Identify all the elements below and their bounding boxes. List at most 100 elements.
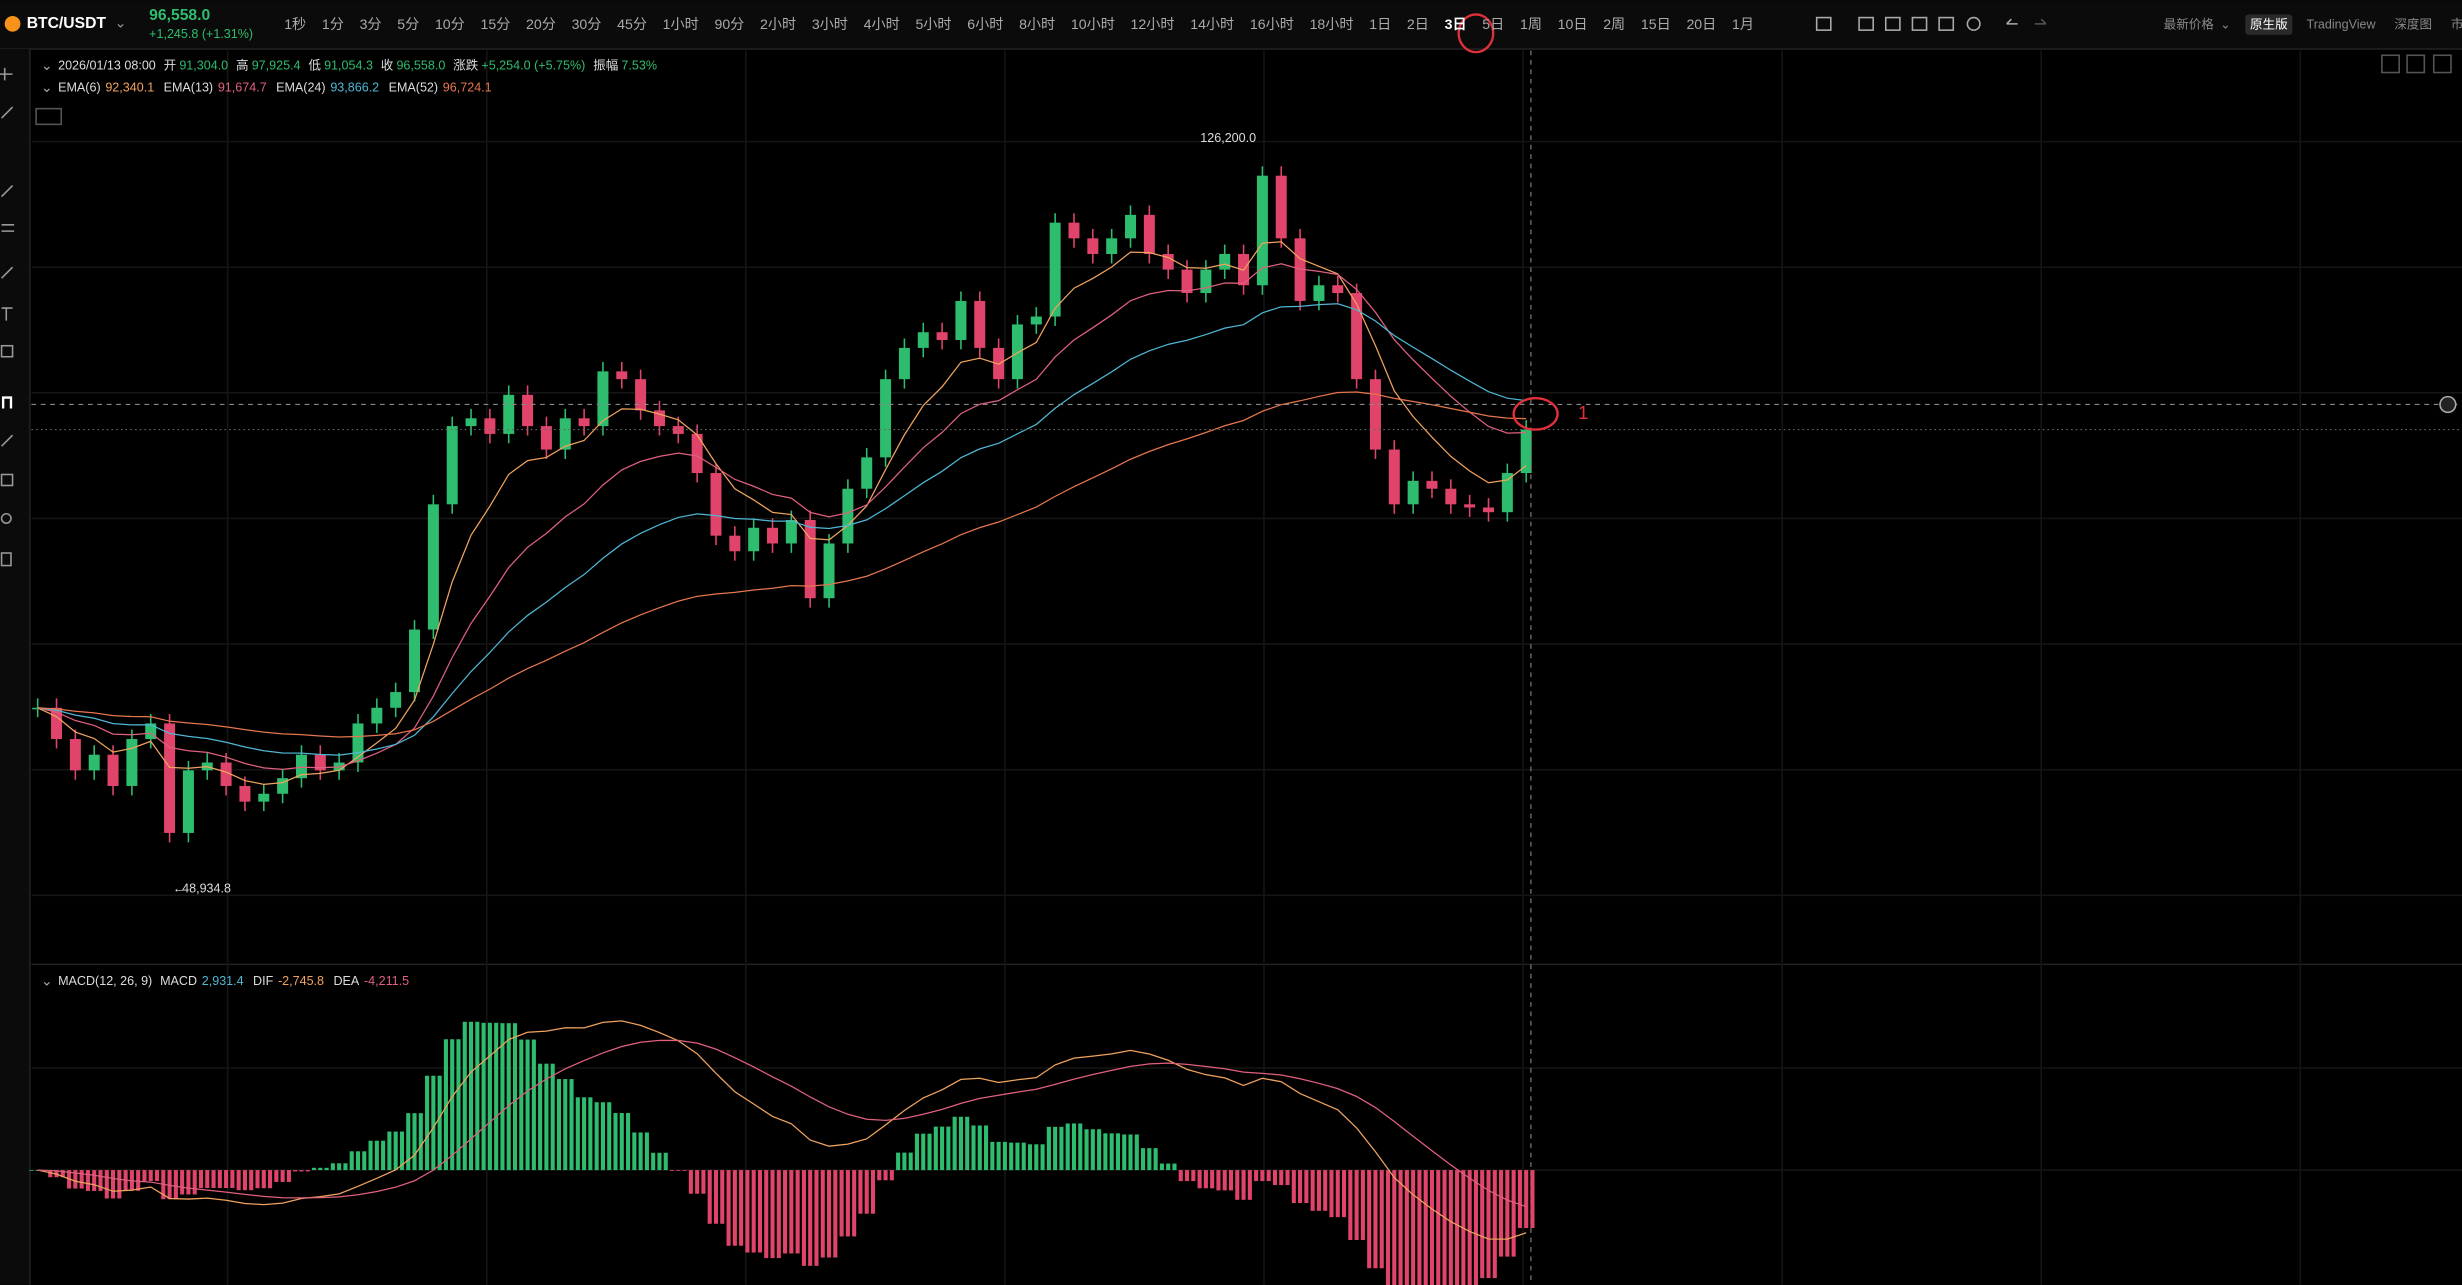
timeframe-tab[interactable]: 3日 bbox=[1445, 16, 1467, 32]
macd-bar bbox=[167, 1170, 172, 1200]
view-tab[interactable]: 原生版 bbox=[2250, 18, 2288, 32]
macd-bar bbox=[286, 1170, 291, 1182]
timeframe-tab[interactable]: 6小时 bbox=[967, 16, 1003, 32]
timeframe-tab[interactable]: 5分 bbox=[397, 16, 419, 32]
settings-icon[interactable] bbox=[1966, 16, 1981, 31]
timeframe-tab[interactable]: 20日 bbox=[1686, 16, 1716, 32]
macd-bar bbox=[626, 1113, 631, 1171]
toolbar-icons[interactable] bbox=[35, 16, 2452, 126]
left-toolbar bbox=[0, 48, 30, 1285]
timeframe-tab[interactable]: 1分 bbox=[322, 16, 344, 32]
tool[interactable] bbox=[0, 552, 12, 567]
tool[interactable] bbox=[1, 434, 14, 447]
tool[interactable] bbox=[0, 473, 14, 487]
icon[interactable] bbox=[2381, 54, 2400, 74]
macd-bar bbox=[186, 1170, 191, 1195]
tool[interactable] bbox=[1, 396, 13, 409]
timeframe-tab[interactable]: 2小时 bbox=[760, 16, 796, 32]
macd-bar bbox=[695, 1170, 700, 1194]
macd-bar bbox=[751, 1170, 756, 1253]
macd-bar bbox=[789, 1170, 794, 1254]
timeframe-tab[interactable]: 1秒 bbox=[284, 16, 306, 32]
timeframe-tab[interactable]: 16小时 bbox=[1250, 16, 1294, 32]
timeframe-tab[interactable]: 15分 bbox=[480, 16, 510, 32]
macd-bar bbox=[550, 1063, 555, 1171]
tool[interactable] bbox=[1, 224, 15, 232]
macd-bar bbox=[443, 1039, 448, 1171]
icon[interactable] bbox=[1858, 16, 1874, 31]
timeframe-tab[interactable]: 3小时 bbox=[812, 16, 848, 32]
macd-bar bbox=[1517, 1170, 1522, 1229]
timeframe-tab[interactable]: 18小时 bbox=[1310, 16, 1354, 32]
tool[interactable] bbox=[0, 67, 13, 81]
timeframe-tab[interactable]: 15日 bbox=[1641, 16, 1671, 32]
view-tab[interactable]: 深度图 bbox=[2394, 17, 2432, 32]
timeframe-tab[interactable]: 14小时 bbox=[1190, 16, 1234, 32]
macd-bar bbox=[1115, 1133, 1120, 1171]
macd-bar bbox=[469, 1021, 474, 1171]
timeframe-tab[interactable]: 10小时 bbox=[1071, 16, 1115, 32]
timeframe-tab[interactable]: 20分 bbox=[526, 16, 556, 32]
macd-bar bbox=[858, 1170, 863, 1214]
undo-icon[interactable] bbox=[2006, 18, 2018, 25]
timeframe-tab[interactable]: 12小时 bbox=[1131, 16, 1175, 32]
macd-bar bbox=[381, 1140, 386, 1171]
timeframe-tab[interactable]: 4小时 bbox=[864, 16, 900, 32]
macd-bar bbox=[60, 1170, 65, 1178]
view-tab[interactable]: 市值 bbox=[2451, 17, 2462, 32]
macd-bar bbox=[1342, 1170, 1347, 1218]
timeframe-tab[interactable]: 10日 bbox=[1558, 16, 1588, 32]
macd-bar bbox=[180, 1170, 185, 1195]
timeframe-tab[interactable]: 30分 bbox=[572, 16, 602, 32]
icon[interactable] bbox=[1911, 16, 1928, 31]
macd-bar bbox=[864, 1170, 869, 1214]
chevron: ⌄ bbox=[41, 972, 53, 988]
tool[interactable] bbox=[0, 344, 14, 358]
dropdown[interactable]: ⌄ bbox=[2220, 18, 2231, 32]
candle-body bbox=[1445, 488, 1457, 505]
timeframe-tab[interactable]: 5日 bbox=[1482, 16, 1504, 32]
icon[interactable] bbox=[2406, 54, 2426, 74]
timeframe-tab[interactable]: 2日 bbox=[1407, 16, 1429, 32]
tool[interactable] bbox=[1, 307, 13, 321]
drawing-tools[interactable] bbox=[0, 67, 15, 567]
macd-bar bbox=[1429, 1170, 1435, 1285]
tool[interactable] bbox=[1, 185, 14, 198]
tool[interactable] bbox=[1, 266, 14, 279]
icon[interactable] bbox=[1815, 16, 1832, 31]
timeframe-tab[interactable]: 1月 bbox=[1732, 16, 1754, 32]
icon[interactable] bbox=[1938, 16, 1955, 31]
symbol[interactable]: BTC/USDT bbox=[27, 15, 107, 32]
timeframe-tab[interactable]: 8小时 bbox=[1019, 16, 1055, 32]
timeframe-tab[interactable]: 1周 bbox=[1520, 16, 1542, 32]
macd-bar bbox=[1128, 1134, 1133, 1171]
highlight-circle bbox=[1512, 397, 1559, 431]
icon[interactable] bbox=[1884, 16, 1901, 31]
timeframe-tab[interactable]: 10分 bbox=[435, 16, 465, 32]
icon[interactable] bbox=[2432, 54, 2452, 74]
timeframe-tab[interactable]: 1小时 bbox=[663, 16, 699, 32]
macd-bar bbox=[1398, 1170, 1403, 1285]
tool[interactable] bbox=[1, 106, 14, 119]
macd-bar bbox=[1046, 1126, 1051, 1171]
collapse-button[interactable] bbox=[35, 107, 63, 126]
price-type[interactable]: 最新价格 bbox=[2164, 17, 2215, 32]
candle-body bbox=[1162, 254, 1174, 270]
timeframe-tab[interactable]: 1日 bbox=[1369, 16, 1391, 32]
candle-body bbox=[917, 332, 929, 348]
candle-body bbox=[597, 371, 609, 427]
macd-bar bbox=[1467, 1170, 1472, 1285]
tool[interactable] bbox=[0, 512, 12, 524]
timeframe-tab[interactable]: 3分 bbox=[360, 16, 382, 32]
timeframe-tab[interactable]: 45分 bbox=[617, 16, 647, 32]
macd-bar bbox=[475, 1021, 480, 1171]
timeframe-tab[interactable]: 5小时 bbox=[915, 16, 951, 32]
macd-bar bbox=[990, 1141, 995, 1171]
add-alert[interactable] bbox=[2439, 395, 2457, 414]
timeframe-tab[interactable]: 2周 bbox=[1603, 16, 1625, 32]
timeframe-tab[interactable]: 90分 bbox=[714, 16, 744, 32]
redo-icon[interactable] bbox=[2034, 18, 2047, 25]
macd-bar bbox=[632, 1132, 637, 1171]
symbol-dropdown[interactable]: ⌄ bbox=[115, 15, 127, 31]
view-tab[interactable]: TradingView bbox=[2307, 18, 2377, 32]
